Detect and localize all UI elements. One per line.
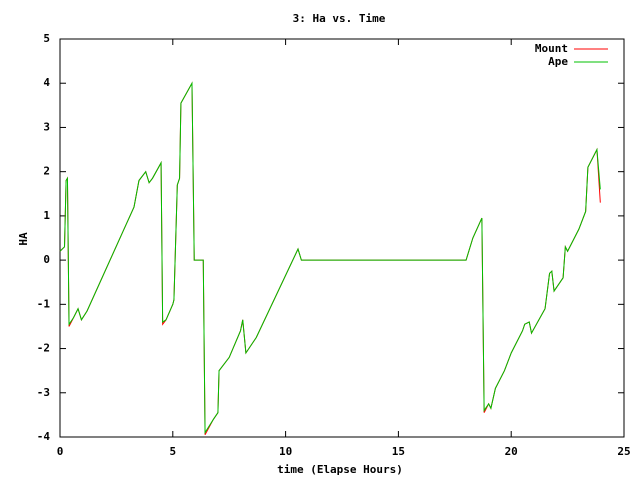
x-tick-label: 10 <box>279 445 292 458</box>
y-tick-label: -3 <box>37 386 50 399</box>
x-tick-label: 25 <box>617 445 630 458</box>
y-tick-label: 3 <box>43 120 50 133</box>
y-axis-label: HA <box>17 232 30 246</box>
plot-border <box>59 38 625 438</box>
x-tick-label: 5 <box>169 445 176 458</box>
y-tick-label: 4 <box>43 76 50 89</box>
x-axis-label: time (Elapse Hours) <box>277 463 403 476</box>
y-tick-label: 0 <box>43 253 50 266</box>
legend-label: Mount <box>535 42 568 55</box>
y-tick-label: -2 <box>37 342 50 355</box>
series-line <box>59 81 601 435</box>
x-tick-label: 0 <box>57 445 64 458</box>
y-tick-label: 5 <box>43 32 50 45</box>
y-tick-label: 1 <box>43 209 50 222</box>
y-tick-label: 2 <box>43 165 50 178</box>
legend-label: Ape <box>548 55 568 68</box>
chart-title: 3: Ha vs. Time <box>293 12 386 25</box>
y-tick-label: -4 <box>37 430 51 443</box>
x-tick-label: 20 <box>505 445 518 458</box>
series-line <box>59 81 601 436</box>
x-tick-label: 15 <box>392 445 405 458</box>
y-tick-label: -1 <box>37 297 51 310</box>
